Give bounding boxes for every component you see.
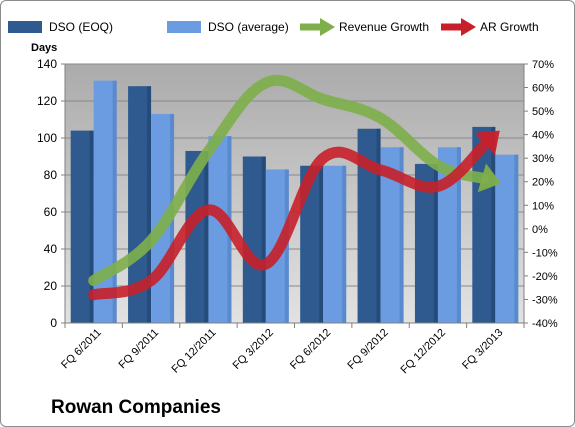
y2-tick-label: 70% bbox=[532, 59, 554, 71]
legend-swatch-dso-(average) bbox=[167, 21, 201, 33]
ar-growth-line bbox=[88, 137, 492, 301]
legend-arrowhead-ar-growth bbox=[461, 18, 476, 36]
y2-tick-label: 50% bbox=[532, 106, 554, 118]
bar-dso-eoq bbox=[414, 163, 438, 323]
bar-shade bbox=[376, 128, 381, 323]
growth-lines-layer bbox=[88, 74, 502, 301]
y-tick-label: 0 bbox=[50, 316, 57, 330]
x-tick-label: FQ 9/2012 bbox=[345, 327, 390, 372]
x-tick-label: FQ 3/2012 bbox=[231, 327, 276, 372]
y2-tick-label: 20% bbox=[532, 177, 554, 189]
bar-shade bbox=[342, 165, 347, 323]
y2-tick-label: 10% bbox=[532, 200, 554, 212]
bar-dso-average bbox=[208, 136, 232, 323]
y-tick-label: 20 bbox=[44, 279, 58, 293]
y-axis-title: Days bbox=[31, 42, 57, 54]
y-tick-label: 100 bbox=[37, 131, 57, 145]
x-tick-label: FQ 9/2011 bbox=[117, 327, 162, 372]
company-name: Rowan Companies bbox=[51, 397, 221, 418]
bar-shade bbox=[284, 169, 289, 323]
y2-tick-label: -40% bbox=[532, 318, 558, 330]
revenue-growth-arrowhead bbox=[477, 163, 502, 193]
bar-shade bbox=[89, 130, 94, 323]
bar-dso-average bbox=[323, 165, 347, 323]
y-tick-label: 60 bbox=[44, 205, 58, 219]
bar-shade bbox=[204, 150, 209, 323]
bar-shade bbox=[491, 126, 496, 324]
x-tick-label: FQ 12/2012 bbox=[398, 327, 448, 377]
y2-tick-label: -10% bbox=[532, 247, 558, 259]
legend-swatch-dso-(eoq) bbox=[8, 21, 42, 33]
revenue-growth-line bbox=[88, 74, 490, 287]
bar-shade bbox=[112, 80, 117, 324]
y-tick-label: 40 bbox=[44, 242, 58, 256]
y-tick-label: 140 bbox=[37, 57, 57, 71]
y2-tick-label: 60% bbox=[532, 83, 554, 95]
y2-tick-label: -30% bbox=[532, 294, 558, 306]
bar-dso-eoq bbox=[128, 86, 152, 323]
y2-tick-label: 0% bbox=[532, 224, 548, 236]
ar-growth-arrowhead bbox=[474, 130, 500, 156]
y2-tick-label: 30% bbox=[532, 153, 554, 165]
legend-label-ar-growth: AR Growth bbox=[480, 20, 539, 34]
legend-label-revenue-growth: Revenue Growth bbox=[339, 20, 429, 34]
bar-dso-eoq bbox=[70, 130, 94, 323]
bar-dso-eoq bbox=[185, 150, 209, 323]
y-tick-label: 120 bbox=[37, 94, 57, 108]
bar-dso-average bbox=[93, 80, 117, 324]
legend: DSO (EOQ) DSO (average) Revenue Growth AR G… bbox=[8, 18, 539, 36]
bar-shade bbox=[399, 147, 404, 323]
bar-shade bbox=[261, 156, 266, 323]
y-tick-label: 80 bbox=[44, 168, 58, 182]
legend-label-dso-(average): DSO (average) bbox=[208, 20, 289, 34]
x-tick-label: FQ 3/2013 bbox=[460, 327, 505, 372]
bar-dso-average bbox=[380, 147, 404, 323]
bar-shade bbox=[514, 154, 519, 323]
y2-tick-label: -20% bbox=[532, 271, 558, 283]
bar-dso-eoq bbox=[242, 156, 266, 323]
bar-shade bbox=[433, 163, 438, 323]
bar-shade bbox=[319, 165, 324, 323]
bar-dso-eoq bbox=[357, 128, 381, 323]
x-tick-label: FQ 6/2011 bbox=[59, 327, 104, 372]
bar-dso-eoq bbox=[300, 165, 324, 323]
x-tick-label: FQ 12/2011 bbox=[170, 327, 219, 376]
bar-dso-average bbox=[495, 154, 519, 323]
bar-shade bbox=[147, 86, 152, 323]
y2-tick-label: 40% bbox=[532, 130, 554, 142]
legend-label-dso-(eoq): DSO (EOQ) bbox=[49, 20, 113, 34]
bar-dso-average bbox=[437, 147, 461, 323]
legend-arrowhead-revenue-growth bbox=[320, 18, 335, 36]
bar-shade bbox=[456, 147, 461, 323]
x-tick-label: FQ 6/2012 bbox=[288, 327, 333, 372]
